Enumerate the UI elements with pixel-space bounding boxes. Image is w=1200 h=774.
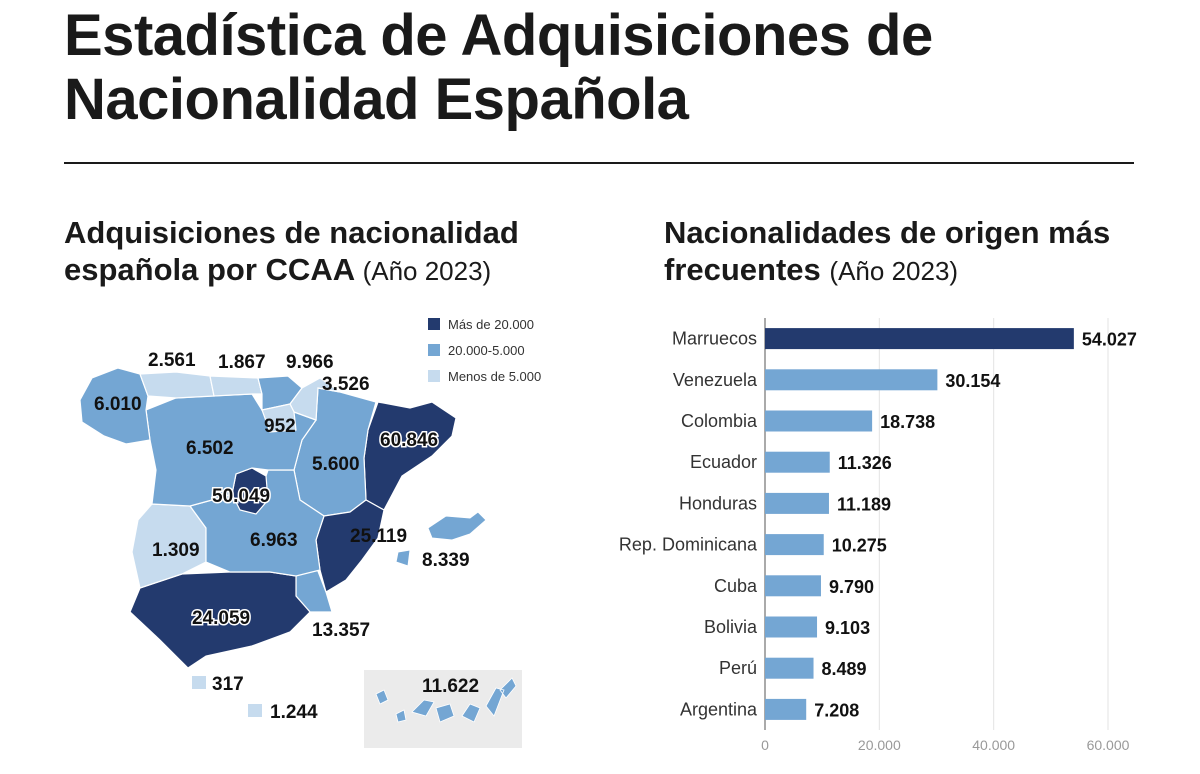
value-label: 11.326	[838, 453, 892, 473]
value-label: 9.790	[829, 577, 874, 597]
spain-map: 6.010 2.561 1.867 9.966 3.526 952 6.502 …	[79, 317, 541, 748]
value-label: 18.738	[880, 412, 935, 432]
label-madrid: 50.049	[212, 486, 270, 507]
x-tick-label: 0	[761, 737, 769, 753]
category-label: Argentina	[680, 699, 758, 719]
value-label: 8.489	[822, 659, 867, 679]
legend-label-mid: 20.000-5.000	[448, 343, 525, 358]
label-cantabria: 1.867	[218, 352, 266, 373]
category-label: Bolivia	[704, 617, 758, 637]
map-title-year: (Año 2023)	[362, 256, 492, 286]
map-value-labels: 6.010 2.561 1.867 9.966 3.526 952 6.502 …	[94, 350, 479, 723]
label-murcia: 13.357	[312, 620, 370, 641]
bar-title-line-1: Nacionalidades de origen más	[664, 215, 1111, 250]
region-baleares	[395, 511, 487, 567]
bar	[765, 657, 814, 679]
label-castilla-la-mancha: 6.963	[250, 530, 298, 551]
category-label: Ecuador	[690, 452, 757, 472]
bar	[765, 616, 818, 638]
label-valencia: 25.119	[350, 526, 407, 547]
bar	[765, 492, 829, 514]
bar	[765, 451, 830, 473]
label-asturias: 2.561	[148, 350, 196, 371]
value-label: 11.189	[837, 494, 891, 514]
category-label: Marruecos	[672, 329, 757, 349]
bar-section-title: Nacionalidades de origen más frecuentes …	[664, 214, 1184, 290]
label-melilla: 1.244	[270, 702, 318, 723]
map-legend: Más de 20.000 20.000-5.000 Menos de 5.00…	[428, 317, 541, 384]
legend-swatch-low	[428, 370, 440, 382]
category-label: Colombia	[681, 411, 758, 431]
bar	[765, 534, 824, 556]
title-divider	[64, 162, 1134, 164]
category-label: Cuba	[714, 576, 758, 596]
label-cataluna: 60.846	[380, 430, 438, 451]
label-navarra: 3.526	[322, 374, 370, 395]
bar	[765, 575, 821, 597]
label-canarias: 11.622	[422, 676, 479, 697]
bar	[765, 410, 873, 432]
legend-swatch-mid	[428, 344, 440, 356]
category-label: Venezuela	[673, 370, 758, 390]
map-title-line-1: Adquisiciones de nacionalidad	[64, 215, 519, 250]
nationalities-bar-chart: 0 20.000 40.000 60.000 Marruecos 54.027 Venezu…	[619, 318, 1137, 753]
legend-label-high: Más de 20.000	[448, 317, 534, 332]
region-galicia	[79, 367, 151, 445]
label-baleares: 8.339	[422, 550, 470, 571]
page-title: Estadística de Adquisiciones de Nacional…	[64, 4, 1144, 132]
bar	[765, 328, 1074, 350]
region-ceuta	[192, 676, 206, 689]
region-la-rioja	[261, 403, 297, 433]
label-extremadura: 1.309	[152, 540, 200, 561]
label-ceuta: 317	[212, 674, 244, 695]
value-label: 7.208	[814, 700, 859, 720]
label-castilla-leon: 6.502	[186, 438, 234, 459]
label-galicia: 6.010	[94, 394, 142, 415]
legend-swatch-high	[428, 318, 440, 330]
value-label: 54.027	[1082, 330, 1137, 350]
x-tick-label: 60.000	[1087, 737, 1130, 753]
page-title-line-1: Estadística de Adquisiciones de	[64, 3, 933, 68]
value-label: 10.275	[832, 536, 887, 556]
region-cataluna	[363, 401, 457, 511]
region-melilla	[248, 704, 262, 717]
region-cantabria	[209, 375, 263, 397]
map-section-title: Adquisiciones de nacionalidad española p…	[64, 214, 584, 290]
region-asturias	[139, 371, 215, 399]
bar	[765, 698, 807, 720]
x-tick-label: 20.000	[858, 737, 901, 753]
category-label: Perú	[719, 658, 757, 678]
label-pais-vasco: 9.966	[286, 352, 334, 373]
legend-label-low: Menos de 5.000	[448, 369, 541, 384]
label-andalucia: 24.059	[192, 608, 250, 629]
page-title-line-2: Nacionalidad Española	[64, 67, 689, 132]
bar	[765, 369, 938, 391]
value-label: 9.103	[825, 618, 870, 638]
label-aragon: 5.600	[312, 454, 360, 475]
x-tick-label: 40.000	[972, 737, 1015, 753]
bar-title-year: (Año 2023)	[829, 256, 959, 286]
bar-title-line-2: frecuentes	[664, 252, 821, 287]
region-madrid	[231, 467, 269, 515]
value-label: 30.154	[945, 371, 1000, 391]
region-canarias	[375, 677, 517, 723]
category-label: Rep. Dominicana	[619, 535, 758, 555]
category-label: Honduras	[679, 493, 757, 513]
label-la-rioja: 952	[264, 416, 296, 437]
map-title-line-2: española por CCAA	[64, 252, 354, 287]
